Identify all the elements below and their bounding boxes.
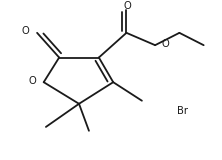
Text: O: O (28, 76, 36, 86)
Text: Br: Br (177, 107, 188, 116)
Text: O: O (21, 26, 29, 36)
Text: O: O (161, 39, 169, 49)
Text: O: O (124, 1, 131, 11)
